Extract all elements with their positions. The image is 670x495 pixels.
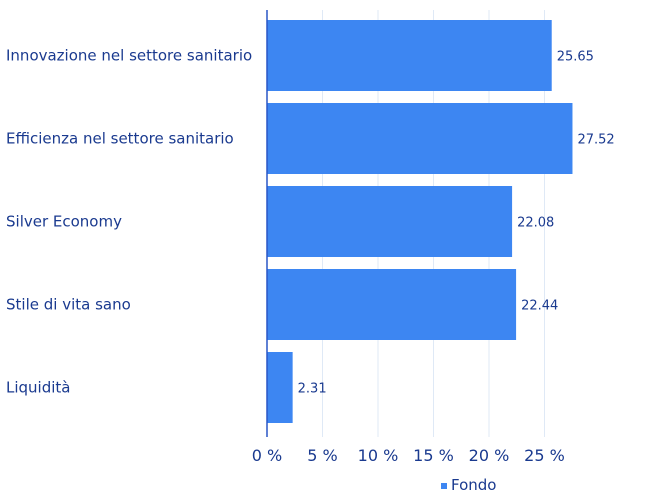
x-tick-label-15: 15 % — [413, 446, 454, 465]
value-label-4: 2.31 — [298, 382, 327, 397]
bar-3 — [267, 269, 517, 340]
legend-swatch-fondo — [441, 483, 447, 489]
bar-4 — [267, 352, 293, 423]
legend[interactable]: Fondo — [441, 476, 496, 494]
bars — [267, 20, 573, 423]
category-label-1: Efficienza nel settore sanitario — [6, 130, 234, 148]
legend-label-fondo: Fondo — [451, 476, 496, 494]
category-label-0: Innovazione nel settore sanitario — [6, 47, 252, 65]
value-label-3: 22.44 — [521, 299, 558, 314]
bar-2 — [267, 186, 513, 257]
category-label-2: Silver Economy — [6, 213, 122, 231]
category-label-3: Stile di vita sano — [6, 296, 131, 314]
x-tick-label-0: 0 % — [252, 446, 282, 465]
value-labels: 25.65 27.52 22.08 22.44 2.31 — [298, 50, 615, 397]
value-label-1: 27.52 — [577, 133, 614, 148]
bar-1 — [267, 103, 573, 174]
value-label-0: 25.65 — [557, 50, 594, 65]
x-tick-labels: 0 % 5 % 10 % 15 % 20 % 25 % — [252, 446, 565, 465]
x-tick-label-20: 20 % — [469, 446, 510, 465]
category-labels: Innovazione nel settore sanitario Efficie… — [6, 47, 252, 397]
bar-0 — [267, 20, 552, 91]
category-label-4: Liquidità — [6, 379, 70, 397]
value-label-2: 22.08 — [517, 216, 554, 231]
x-tick-label-25: 25 % — [524, 446, 565, 465]
x-tick-label-10: 10 % — [358, 446, 399, 465]
x-tick-label-5: 5 % — [307, 446, 337, 465]
